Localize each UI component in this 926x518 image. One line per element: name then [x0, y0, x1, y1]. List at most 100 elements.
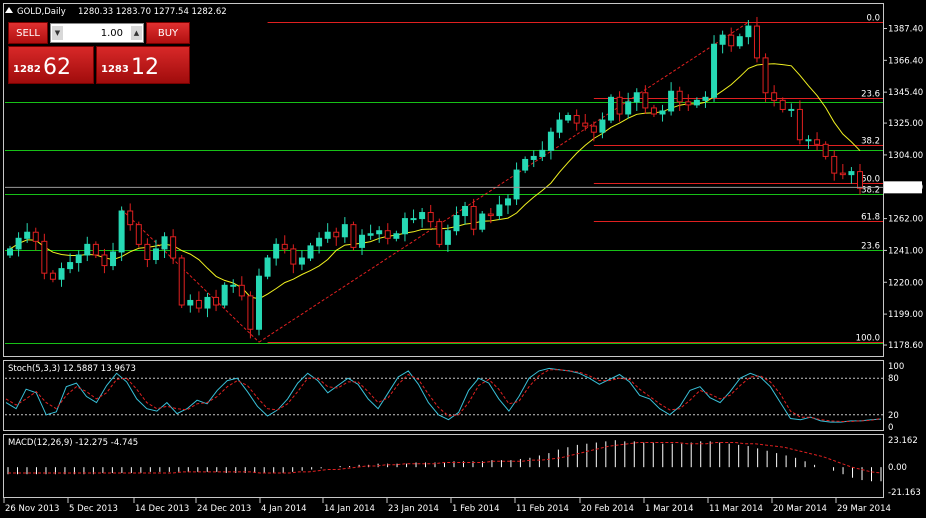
candle[interactable] [788, 103, 795, 118]
candle[interactable] [556, 112, 563, 139]
candle[interactable] [487, 207, 494, 224]
candle[interactable] [565, 112, 572, 124]
candle[interactable] [762, 53, 769, 102]
candle[interactable] [195, 291, 202, 313]
candle[interactable] [152, 239, 159, 265]
candle[interactable] [41, 233, 48, 280]
candle[interactable] [771, 85, 778, 107]
candle[interactable] [144, 238, 151, 268]
price-pane[interactable] [3, 3, 884, 357]
candle[interactable] [650, 104, 657, 118]
candle[interactable] [547, 127, 554, 160]
candle[interactable] [444, 224, 451, 252]
candle[interactable] [504, 194, 511, 215]
lot-size-input[interactable] [65, 25, 123, 41]
candle[interactable] [719, 30, 726, 54]
candle[interactable] [427, 204, 434, 228]
candle[interactable] [753, 16, 760, 63]
candle[interactable] [238, 276, 245, 301]
candle[interactable] [24, 223, 31, 243]
candle[interactable] [796, 100, 803, 145]
candle[interactable] [539, 141, 546, 161]
candle[interactable] [530, 150, 537, 168]
fibo-trendline[interactable] [258, 21, 749, 343]
candle[interactable] [376, 226, 383, 243]
candle[interactable] [779, 97, 786, 113]
candle[interactable] [92, 241, 99, 259]
candle[interactable] [573, 109, 580, 131]
candle[interactable] [462, 201, 469, 225]
candle[interactable] [582, 113, 589, 131]
candle[interactable] [7, 245, 13, 259]
candle[interactable] [110, 242, 117, 271]
bid-price-box[interactable]: 1282 62 [8, 46, 94, 84]
stoch-pane[interactable] [3, 360, 884, 431]
candle[interactable] [633, 88, 640, 111]
candle[interactable] [281, 235, 288, 254]
candle[interactable] [49, 270, 56, 283]
candle[interactable] [118, 206, 125, 262]
candle[interactable] [247, 291, 254, 339]
candle[interactable] [711, 35, 718, 102]
candle[interactable] [513, 162, 520, 205]
candle[interactable] [367, 224, 374, 240]
candle[interactable] [84, 236, 91, 262]
candle[interactable] [393, 230, 400, 242]
candle[interactable] [75, 250, 82, 272]
candle[interactable] [135, 221, 142, 248]
candle[interactable] [359, 229, 366, 255]
candle[interactable] [384, 223, 391, 245]
candle[interactable] [127, 203, 134, 231]
candle[interactable] [453, 206, 460, 236]
candle[interactable] [625, 92, 632, 119]
candle[interactable] [702, 91, 709, 108]
candle[interactable] [401, 212, 408, 242]
candle[interactable] [316, 232, 323, 254]
candle[interactable] [616, 91, 623, 122]
candle[interactable] [822, 141, 829, 160]
candle[interactable] [290, 244, 297, 274]
buy-button[interactable]: BUY [146, 22, 190, 44]
candle[interactable] [204, 292, 211, 318]
candle[interactable] [728, 27, 735, 52]
candle[interactable] [831, 150, 838, 181]
candle[interactable] [642, 85, 649, 114]
candle[interactable] [341, 217, 348, 243]
candle[interactable] [814, 132, 821, 151]
candle[interactable] [522, 156, 529, 174]
candle[interactable] [273, 238, 280, 266]
candle[interactable] [333, 227, 340, 246]
candle[interactable] [15, 232, 22, 257]
candle[interactable] [857, 164, 863, 195]
lot-increase-icon[interactable]: ▲ [131, 26, 142, 40]
candle[interactable] [608, 94, 615, 124]
candle[interactable] [668, 82, 675, 116]
candle[interactable] [736, 33, 743, 49]
candle[interactable] [350, 221, 357, 251]
candle[interactable] [419, 207, 426, 228]
candle[interactable] [470, 198, 477, 236]
fibo-trendline[interactable] [121, 209, 260, 343]
candle[interactable] [496, 195, 503, 221]
candle[interactable] [101, 248, 108, 274]
candle[interactable] [839, 164, 846, 180]
candle[interactable] [213, 289, 220, 312]
candle[interactable] [676, 86, 683, 111]
candle[interactable] [479, 211, 486, 233]
candle[interactable] [264, 254, 271, 280]
candle[interactable] [324, 223, 331, 243]
ask-price-box[interactable]: 1283 12 [96, 46, 190, 84]
candle[interactable] [685, 94, 692, 111]
candle[interactable] [170, 229, 177, 265]
candle[interactable] [599, 112, 606, 139]
candle[interactable] [298, 250, 305, 271]
candle[interactable] [590, 121, 597, 142]
candle[interactable] [230, 279, 237, 293]
candle[interactable] [307, 242, 314, 262]
candle[interactable] [178, 254, 185, 309]
candle[interactable] [58, 262, 65, 287]
candle[interactable] [255, 268, 262, 336]
candle[interactable] [693, 97, 700, 108]
dropdown-triangle-icon[interactable] [5, 7, 13, 13]
